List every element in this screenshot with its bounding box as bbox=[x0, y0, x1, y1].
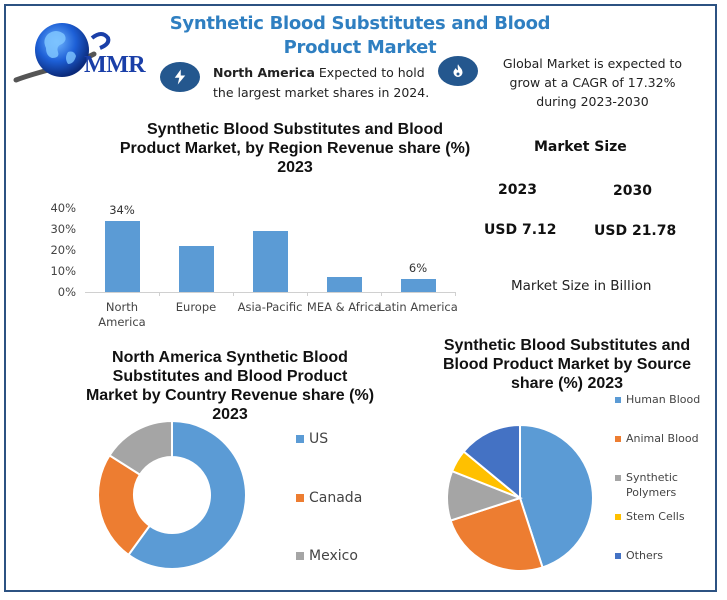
legend-swatch bbox=[615, 474, 621, 481]
legend-item: Canada bbox=[296, 489, 391, 507]
legend-swatch bbox=[296, 435, 304, 443]
slice-animal-blood bbox=[449, 496, 544, 572]
x-label: MEA & Africa bbox=[306, 300, 382, 314]
legend-label: Animal Blood bbox=[626, 432, 699, 445]
legend-swatch bbox=[615, 435, 621, 442]
bar-latin-america bbox=[400, 279, 436, 292]
page-title: Synthetic Blood Substitutes and Blood Pr… bbox=[169, 13, 551, 58]
legend-label: Human Blood bbox=[626, 393, 701, 406]
highlight-north-america: North America Expected to hold the large… bbox=[213, 63, 443, 103]
lightning-badge bbox=[160, 62, 200, 92]
slice-mexico bbox=[108, 419, 173, 477]
x-tick bbox=[159, 292, 160, 296]
legend-swatch bbox=[296, 494, 304, 502]
legend-label: Mexico bbox=[309, 548, 358, 564]
highlight-text: Expected to hold the largest market shar… bbox=[213, 65, 430, 100]
slice-us bbox=[127, 419, 247, 570]
legend-label: Canada bbox=[309, 490, 363, 506]
market-size-title: Market Size bbox=[534, 139, 627, 155]
source-pie-chart bbox=[446, 423, 594, 572]
logo-text: MMR bbox=[84, 52, 146, 78]
legend-label: US bbox=[309, 431, 329, 447]
data-label: 34% bbox=[109, 202, 135, 217]
donut-chart-title: North America Synthetic Blood Substitute… bbox=[85, 349, 375, 423]
legend-item: Stem Cells bbox=[615, 509, 710, 524]
x-axis bbox=[85, 292, 455, 293]
x-label: Asia-Pacific bbox=[237, 300, 303, 314]
legend-swatch bbox=[615, 552, 621, 559]
market-size-year-2023: 2023 bbox=[498, 182, 537, 198]
infographic-frame bbox=[4, 4, 717, 592]
globe-icon bbox=[13, 23, 111, 83]
y-tick: 40% bbox=[50, 201, 76, 215]
market-size-value-2030: USD 21.78 bbox=[594, 223, 677, 239]
legend-swatch bbox=[615, 396, 621, 403]
y-tick: 0% bbox=[57, 285, 76, 299]
legend-swatch bbox=[296, 552, 304, 560]
y-tick: 20% bbox=[50, 243, 76, 257]
legend-item: Human Blood bbox=[615, 392, 710, 407]
highlight-cagr: Global Market is expected to grow at a C… bbox=[502, 56, 683, 109]
bar-asia-pacific bbox=[252, 231, 288, 292]
bar-chart: 40% 30% 20% 10% 0% North America 34% Europe… bbox=[40, 195, 470, 340]
x-label: Latin America bbox=[378, 300, 458, 314]
legend-label: Stem Cells bbox=[626, 510, 685, 523]
highlight-bold: North America bbox=[213, 65, 315, 80]
legend-item: Mexico bbox=[296, 547, 391, 565]
legend-item: Synthetic Polymers bbox=[615, 470, 710, 500]
logo: MMR bbox=[12, 14, 152, 86]
x-tick bbox=[233, 292, 234, 296]
bar-north-america bbox=[104, 220, 140, 292]
y-tick: 10% bbox=[50, 264, 76, 278]
legend-label: Synthetic Polymers bbox=[626, 471, 678, 499]
flame-icon bbox=[453, 64, 463, 77]
slice-others bbox=[462, 423, 521, 501]
x-tick bbox=[307, 292, 308, 296]
lightning-bolt-icon bbox=[174, 69, 186, 85]
flame-badge bbox=[438, 56, 478, 86]
bar-mea-africa bbox=[326, 277, 362, 292]
x-label: Europe bbox=[175, 300, 217, 314]
legend-label: Others bbox=[626, 549, 663, 562]
market-size-year-2030: 2030 bbox=[613, 183, 652, 199]
slice-human-blood bbox=[519, 423, 594, 569]
x-label: North America bbox=[98, 300, 146, 329]
pie-chart-title: Synthetic Blood Substitutes and Blood Pr… bbox=[442, 337, 692, 392]
market-size-note: Market Size in Billion bbox=[511, 278, 652, 294]
legend-item: Animal Blood bbox=[615, 431, 710, 446]
legend-item: US bbox=[296, 430, 391, 448]
legend-swatch bbox=[615, 513, 621, 520]
data-label: 6% bbox=[408, 261, 428, 276]
bar-chart-title: Synthetic Blood Substitutes and Blood Pr… bbox=[119, 121, 471, 176]
y-tick: 30% bbox=[50, 222, 76, 236]
x-tick bbox=[381, 292, 382, 296]
x-tick bbox=[455, 292, 456, 296]
legend-item: Others bbox=[615, 548, 710, 563]
bar-europe bbox=[178, 245, 214, 292]
donut-chart bbox=[97, 419, 247, 570]
market-size-value-2023: USD 7.12 bbox=[484, 222, 557, 238]
